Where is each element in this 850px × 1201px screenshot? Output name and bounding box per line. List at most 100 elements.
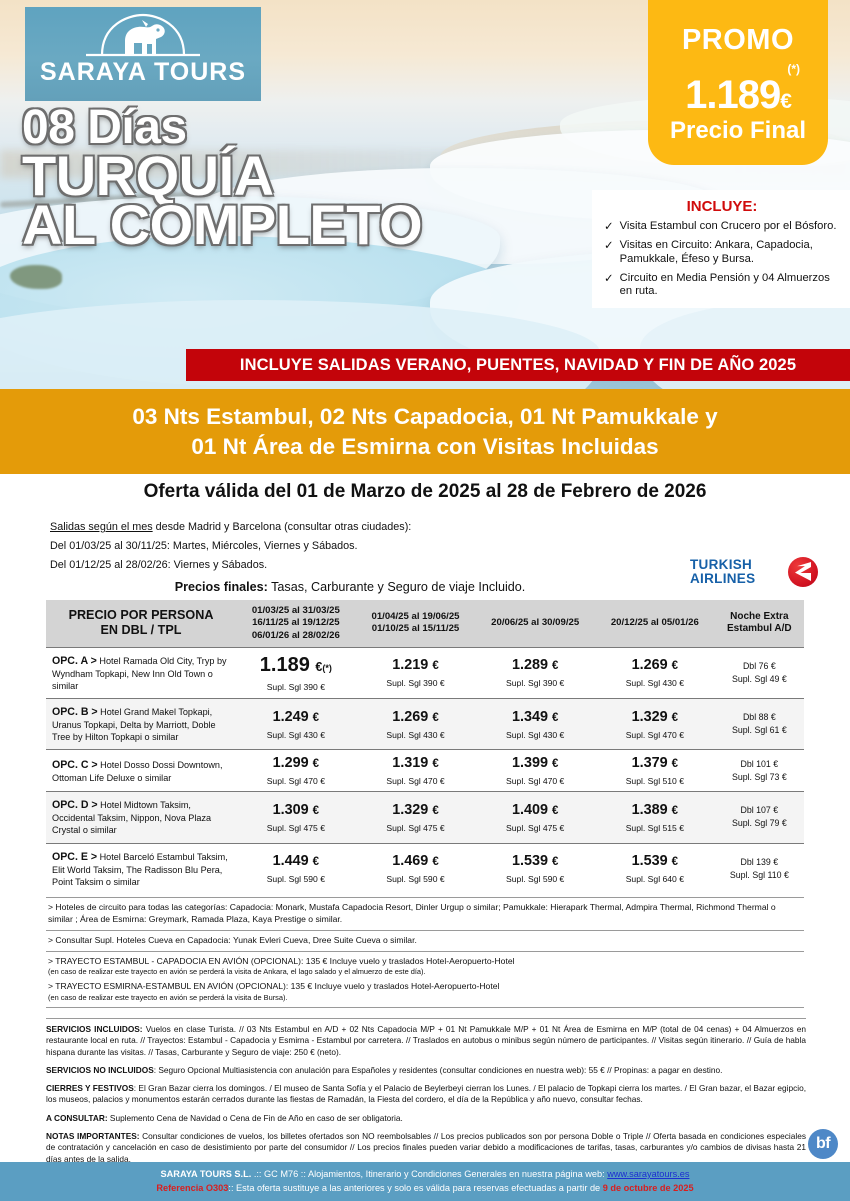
- row-hotels: OPC. E > Hotel Barceló Estambul Taksim, …: [46, 843, 236, 894]
- services-not-included: SERVICIOS NO INCLUIDOS: Seguro Opcional …: [46, 1065, 806, 1076]
- row-price-period-3: 1.349 € Supl. Sgl 430 €: [475, 699, 595, 750]
- currency-symbol: €: [432, 660, 439, 673]
- currency-symbol: €: [551, 804, 559, 817]
- to-consult-text: Suplemento Cena de Navidad o Cena de Fin…: [107, 1112, 403, 1123]
- check-icon: ✓: [604, 272, 614, 285]
- row-extra-night: Dbl 107 € Supl. Sgl 79 €: [715, 792, 804, 843]
- price-supplement: Supl. Sgl 640 €: [625, 874, 684, 885]
- itinerary-banner: 03 Nts Estambul, 02 Nts Capadocia, 01 Nt…: [0, 389, 850, 474]
- price-number: 1.299: [272, 755, 309, 772]
- hero-line-1: 08 Días: [22, 101, 187, 154]
- itinerary-line-2: 01 Nt Área de Esmirna con Visitas Inclui…: [191, 433, 659, 459]
- header-period-1: 01/03/25 al 31/03/25 16/11/25 al 19/12/2…: [236, 600, 356, 648]
- table-row: OPC. A > Hotel Ramada Old City, Tryp by …: [46, 647, 804, 698]
- price-number: 1.289: [511, 657, 548, 674]
- row-price-period-4: 1.389 € Supl. Sgl 515 €: [595, 792, 715, 843]
- currency-symbol: €: [551, 758, 559, 771]
- price-number: 1.329: [631, 708, 668, 725]
- departures-rest: desde Madrid y Barcelona (consultar otra…: [152, 521, 412, 533]
- extra-dbl: Dbl 88 €: [742, 712, 776, 722]
- currency-symbol: €: [432, 856, 439, 869]
- price-value: 1.269 €: [597, 657, 713, 674]
- header-period-3: 20/06/25 al 30/09/25: [475, 600, 596, 648]
- row-price-period-4: 1.329 € Supl. Sgl 470 €: [595, 699, 715, 750]
- row-hotels: OPC. B > Hotel Grand Makel Topkapi, Uran…: [46, 699, 236, 750]
- row-price-period-2: 1.219 € Supl. Sgl 390 €: [356, 647, 476, 698]
- currency-symbol: €: [432, 804, 439, 817]
- check-icon: ✓: [604, 240, 614, 253]
- currency-symbol: €: [551, 660, 559, 673]
- important-notes-label: NOTAS IMPORTANTES:: [46, 1130, 140, 1141]
- row-option-label: OPC. C >: [52, 758, 98, 771]
- period-date: 20/06/25 al 30/09/25: [491, 617, 580, 629]
- offer-validity-title: Oferta válida del 01 de Marzo de 2025 al…: [143, 481, 707, 502]
- header-price-per-person: PRECIO POR PERSONA EN DBL / TPL: [46, 600, 236, 648]
- price-number: 1.349: [511, 708, 548, 725]
- footer-line-1-mid: .:: GC M76 :: Alojamientos, Itinerario y…: [251, 1169, 608, 1179]
- promo-final-label: Precio Final: [669, 117, 807, 144]
- price-number: 1.269: [631, 657, 668, 674]
- includes-item-text: Circuito en Media Pensión y 04 Almuerzos…: [619, 271, 830, 298]
- price-supplement: Supl. Sgl 475 €: [386, 822, 445, 833]
- important-notes: NOTAS IMPORTANTES: Consultar condiciones…: [46, 1131, 806, 1165]
- hero-titles: 08 Días TURQUÍA AL COMPLETO: [22, 101, 423, 253]
- period-date: 01/10/25 al 15/11/25: [371, 623, 460, 635]
- price-number: 1.219: [392, 657, 429, 674]
- price-number: 1.449: [272, 853, 309, 870]
- bf-badge-icon: bf: [808, 1129, 838, 1159]
- extra-sgl: Supl. Sgl 73 €: [731, 771, 787, 782]
- row-price-period-3: 1.539 € Supl. Sgl 590 €: [475, 843, 595, 894]
- services-included-label: SERVICIOS INCLUIDOS:: [46, 1024, 143, 1034]
- row-option-label: OPC. B >: [52, 706, 98, 719]
- price-value: 1.379 €: [597, 755, 713, 772]
- services-not-included-label: SERVICIOS NO INCLUIDOS: [46, 1064, 154, 1075]
- note-flight-2: > TRAYECTO ESMIRNA-ESTAMBUL EN AVIÓN (OP…: [48, 981, 500, 992]
- header-period-2: 01/04/25 al 19/06/25 01/10/25 al 15/11/2…: [355, 600, 476, 648]
- logo-text: SARAYA TOURS: [39, 58, 247, 86]
- company-logo[interactable]: SARAYA TOURS: [25, 7, 261, 101]
- extra-dbl: Dbl 107 €: [740, 805, 779, 816]
- price-number: 1.469: [392, 853, 429, 870]
- closures-text: : El Gran Bazar cierra los domingos. / E…: [46, 1083, 806, 1105]
- airline-name-line-1: TURKISH: [690, 557, 753, 572]
- price-number: 1.379: [631, 755, 668, 772]
- footer-website-link[interactable]: www.sarayatours.es: [607, 1169, 690, 1179]
- turkish-airlines-logo: TURKISH AIRLINES: [690, 556, 818, 592]
- row-hotel-list: Hotel Barceló Estambul Taksim, Elit Worl…: [52, 851, 228, 887]
- price-supplement: Supl. Sgl 430 €: [506, 729, 565, 740]
- row-price-period-4: 1.379 € Supl. Sgl 510 €: [595, 750, 715, 792]
- vegetation-patch: [10, 265, 62, 289]
- note-optional-flights: > TRAYECTO ESTAMBUL - CAPADOCIA EN AVIÓN…: [46, 950, 804, 1008]
- table-row: OPC. D > Hotel Midtown Taksim, Occidenta…: [46, 791, 804, 844]
- departures-info: Salidas según el mes desde Madrid y Barc…: [50, 518, 650, 576]
- price-supplement: Supl. Sgl 590 €: [506, 874, 565, 885]
- horse-arch-icon: [25, 7, 261, 59]
- price-supplement: Supl. Sgl 515 €: [625, 822, 684, 833]
- price-supplement: Supl. Sgl 510 €: [625, 776, 684, 787]
- promo-price-value: 1.189: [685, 73, 781, 117]
- price-value: 1.539 €: [597, 853, 713, 870]
- extra-sgl: Supl. Sgl 49 €: [731, 673, 787, 684]
- price-value: 1.449 €: [238, 853, 354, 870]
- services-included-text: Vuelos en clase Turista. // 03 Nts Estam…: [46, 1024, 806, 1057]
- period-date: 01/04/25 al 19/06/25: [371, 611, 460, 623]
- price-supplement: Supl. Sgl 475 €: [266, 822, 325, 833]
- period-date: 06/01/26 al 28/02/26: [251, 629, 340, 641]
- price-number: 1.409: [511, 801, 548, 818]
- services-included: SERVICIOS INCLUIDOS: Vuelos en clase Tur…: [46, 1024, 806, 1058]
- price-value: 1.289 €: [477, 657, 593, 674]
- row-price-period-2: 1.469 € Supl. Sgl 590 €: [356, 843, 476, 894]
- price-number: 1.309: [272, 801, 309, 818]
- footer-date: 9 de octubre de 2025: [602, 1183, 694, 1194]
- row-extra-night: Dbl 76 € Supl. Sgl 49 €: [715, 647, 804, 698]
- services-not-included-text: : Seguro Opcional Multiasistencia con an…: [153, 1064, 723, 1075]
- price-value: 1.389 €: [597, 802, 713, 819]
- check-icon: ✓: [604, 221, 614, 233]
- price-number: 1.269: [392, 708, 429, 725]
- fineprint-section: SERVICIOS INCLUIDOS: Vuelos en clase Tur…: [46, 1018, 806, 1172]
- note-flight-2-detail: (en caso de realizar este trayecto en av…: [48, 992, 288, 1002]
- final-prices-text: Tasas, Carburante y Seguro de viaje Incl…: [267, 580, 526, 594]
- extra-dbl: Dbl 101 €: [740, 758, 779, 769]
- row-price-period-3: 1.399 € Supl. Sgl 470 €: [475, 750, 595, 792]
